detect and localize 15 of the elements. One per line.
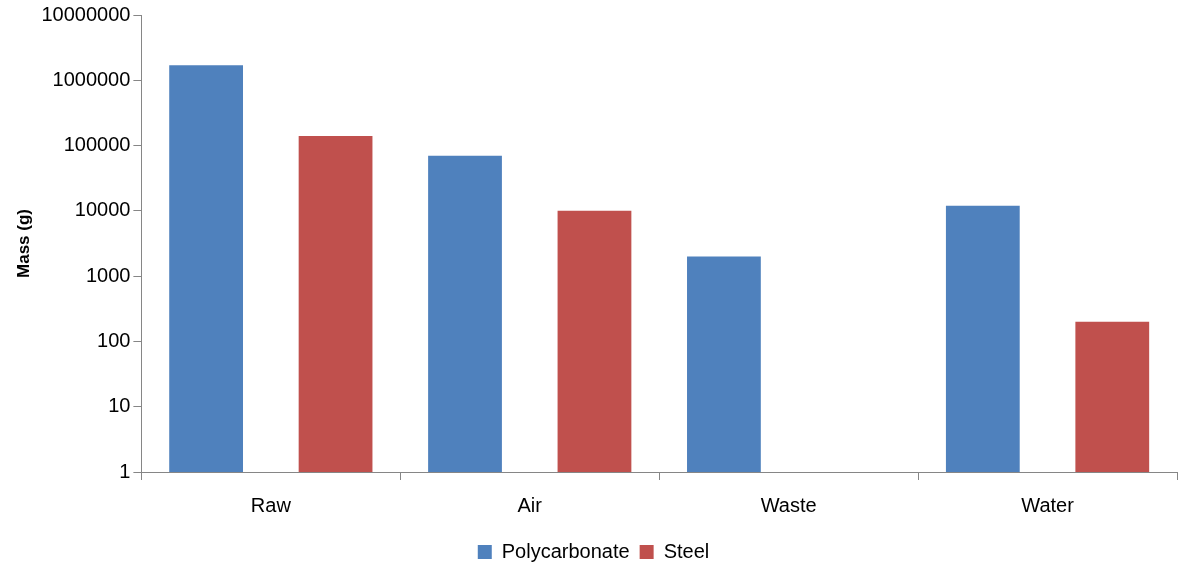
- y-tick-label: 1000000: [52, 67, 131, 90]
- x-tick-label: Water: [1021, 493, 1075, 516]
- x-tick-label: Waste: [760, 493, 817, 516]
- y-tick-label: 100: [97, 328, 131, 351]
- y-tick-label: 10: [108, 394, 131, 417]
- x-tick-label: Raw: [250, 493, 292, 516]
- y-tick-label: 100000: [63, 133, 131, 156]
- y-tick-label: 10000000: [41, 2, 131, 25]
- x-tick-label: Air: [517, 493, 543, 516]
- y-tick-label: 1: [119, 459, 131, 482]
- y-tick-label: 1000: [85, 263, 131, 286]
- legend-label: Steel: [663, 539, 710, 562]
- legend-label: Polycarbonate: [501, 539, 630, 562]
- y-tick-label: 10000: [74, 198, 131, 221]
- y-axis-title: Mass (g): [13, 209, 33, 278]
